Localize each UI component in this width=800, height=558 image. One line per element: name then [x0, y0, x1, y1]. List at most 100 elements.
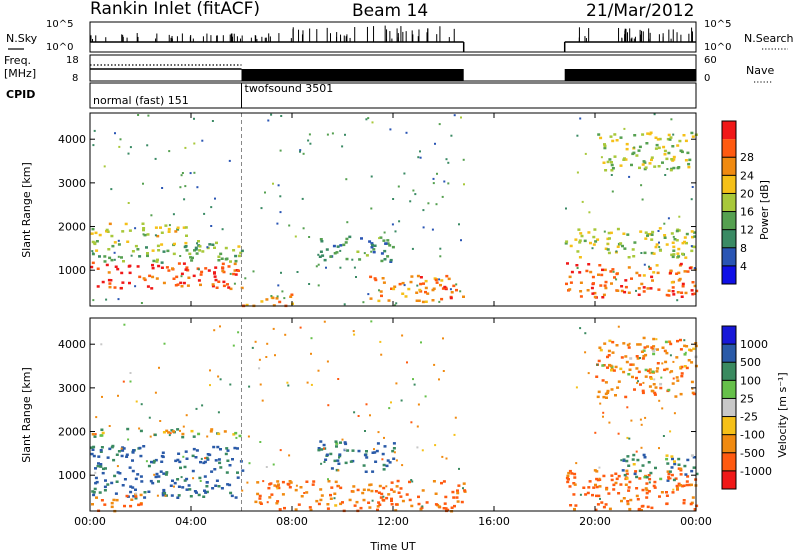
- heatmap-cell: [683, 240, 686, 244]
- x-tick-label: 04:00: [175, 515, 207, 528]
- heatmap-cell: [647, 461, 651, 464]
- heatmap-cell: [97, 462, 100, 465]
- heatmap-cell: [642, 160, 646, 163]
- heatmap-cell: [188, 252, 192, 256]
- heatmap-cell: [642, 274, 646, 277]
- heatmap-cell: [122, 447, 126, 450]
- heatmap-cell: [139, 493, 143, 497]
- heatmap-cell: [94, 467, 97, 470]
- heatmap-cell: [267, 119, 270, 122]
- heatmap-cell: [622, 342, 626, 345]
- heatmap-cell: [265, 466, 268, 468]
- heatmap-cell: [150, 287, 154, 290]
- heatmap-cell: [279, 211, 282, 214]
- heatmap-cell: [223, 430, 227, 433]
- freq-series-twofsound: [241, 69, 464, 81]
- heatmap-cell: [606, 160, 610, 164]
- heatmap-cell: [219, 448, 222, 451]
- heatmap-cell: [286, 381, 289, 384]
- heatmap-cell: [567, 471, 571, 475]
- heatmap-cell: [152, 259, 156, 263]
- heatmap-cell: [229, 272, 232, 275]
- heatmap-cell: [613, 133, 617, 136]
- heatmap-cell: [681, 484, 685, 488]
- heatmap-cell: [356, 488, 360, 492]
- heatmap-cell: [122, 380, 125, 383]
- heatmap-cell: [604, 503, 608, 506]
- heatmap-cell: [390, 488, 394, 491]
- heatmap-cell: [299, 149, 302, 152]
- heatmap-cell: [382, 463, 386, 467]
- heatmap-cell: [367, 293, 370, 296]
- heatmap-cell: [116, 471, 120, 474]
- heatmap-cell: [131, 451, 135, 454]
- heatmap-cell: [442, 507, 446, 510]
- heatmap-cell: [674, 395, 678, 398]
- heatmap-cell: [626, 343, 630, 347]
- heatmap-cell: [92, 454, 96, 458]
- heatmap-cell: [445, 274, 449, 278]
- heatmap-cell: [395, 459, 398, 462]
- heatmap-cell: [106, 483, 110, 486]
- heatmap-cell: [152, 461, 156, 464]
- heatmap-cell: [172, 252, 176, 256]
- heatmap-cell: [569, 504, 573, 507]
- heatmap-cell: [627, 256, 631, 259]
- heatmap-cell: [681, 285, 685, 288]
- colorbar-swatch: [722, 211, 736, 230]
- heatmap-cell: [666, 479, 670, 482]
- panel-border: [89, 112, 697, 307]
- heatmap-cell: [615, 477, 619, 481]
- heatmap-cell: [692, 466, 696, 469]
- heatmap-cell: [311, 483, 315, 486]
- heatmap-cell: [652, 252, 656, 255]
- y-tick-label: 2000: [58, 221, 86, 234]
- heatmap-cell: [650, 156, 654, 159]
- heatmap-cell: [92, 299, 95, 302]
- heatmap-cell: [344, 448, 347, 451]
- heatmap-cell: [248, 462, 251, 465]
- heatmap-cell: [586, 491, 590, 495]
- heatmap-cell: [186, 269, 190, 272]
- heatmap-cell: [329, 493, 332, 497]
- heatmap-cell: [301, 197, 304, 200]
- heatmap-cell: [684, 256, 688, 259]
- heatmap-cell: [392, 490, 396, 493]
- heatmap-cell: [635, 271, 639, 275]
- heatmap-cell: [667, 294, 671, 297]
- heatmap-cell: [655, 264, 659, 267]
- heatmap-cell: [136, 473, 140, 476]
- heatmap-cell: [377, 501, 381, 504]
- heatmap-cell: [116, 267, 120, 271]
- heatmap-cell: [323, 447, 325, 450]
- heatmap-cell: [650, 389, 654, 393]
- heatmap-cell: [658, 495, 661, 498]
- heatmap-cell: [646, 345, 650, 348]
- heatmap-cell: [352, 485, 356, 488]
- heatmap-cell: [415, 291, 419, 294]
- heatmap-cell: [671, 286, 675, 289]
- heatmap-cell: [270, 493, 274, 496]
- heatmap-cell: [434, 503, 438, 506]
- heatmap-cell: [226, 283, 229, 286]
- nsky-tick-low: 10^0: [46, 42, 73, 53]
- heatmap-cell: [661, 161, 664, 164]
- heatmap-cell: [362, 464, 366, 467]
- heatmap-cell: [672, 166, 676, 170]
- heatmap-cell: [100, 446, 104, 449]
- heatmap-cell: [278, 508, 282, 511]
- heatmap-cell: [627, 346, 631, 349]
- heatmap-cell: [230, 494, 234, 498]
- heatmap-cell: [146, 252, 149, 255]
- heatmap-cell: [687, 359, 691, 362]
- heatmap-cell: [379, 290, 383, 293]
- heatmap-cell: [635, 450, 638, 453]
- heatmap-cell: [433, 363, 436, 366]
- heatmap-cell: [586, 289, 590, 292]
- heatmap-cell: [626, 233, 630, 236]
- heatmap-cell: [632, 463, 636, 466]
- heatmap-cell: [176, 428, 180, 431]
- heatmap-cell: [579, 493, 582, 496]
- heatmap-cell: [204, 457, 207, 460]
- heatmap-cell: [445, 158, 448, 161]
